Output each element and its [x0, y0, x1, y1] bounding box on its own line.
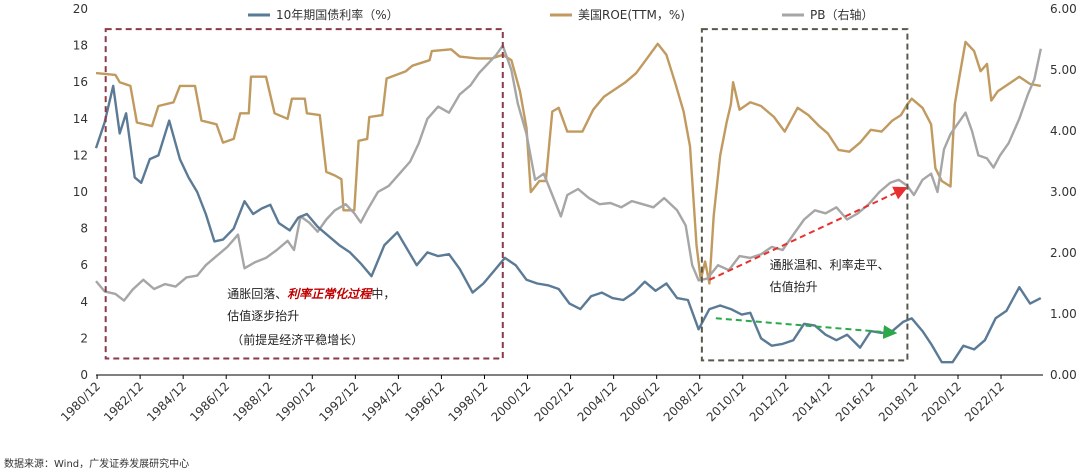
x-tick-label: 2008/12 [661, 379, 706, 424]
y-left-tick-label: 18 [73, 39, 88, 53]
x-tick-label: 1992/12 [316, 379, 361, 424]
y-right-tick-label: 1.00 [1050, 307, 1077, 321]
x-tick-label: 2016/12 [833, 379, 878, 424]
legend-label-0: 10年期国债利率（%） [276, 7, 399, 22]
annotation-2-line-1: 通胀温和、利率走平、 [770, 257, 890, 272]
x-tick-label: 1988/12 [230, 379, 275, 424]
annotation-1-line-1: 通胀回落、利率正常化过程中， [227, 286, 395, 301]
x-tick-label: 1984/12 [144, 379, 189, 424]
y-right-tick-label: 0.00 [1050, 368, 1077, 382]
y-left-tick-label: 8 [80, 222, 88, 236]
annotation-1-part-c: 中， [371, 286, 395, 301]
x-tick-label: 1996/12 [402, 379, 447, 424]
x-tick-label: 1986/12 [187, 379, 232, 424]
annotation-1-emphasis: 利率正常化过程 [287, 287, 373, 301]
legend-label-1: 美国ROE(TTM，%) [578, 8, 685, 22]
x-tick-label: 1998/12 [445, 379, 490, 424]
highlight-box-1 [104, 28, 504, 360]
x-tick-label: 2018/12 [876, 379, 921, 424]
x-tick-label: 2006/12 [618, 379, 663, 424]
annotations: 通胀回落、利率正常化过程中， 估值逐步抬升 （前提是经济平稳增长） 通胀温和、利率走平… [104, 28, 909, 362]
y-right-tick-label: 5.00 [1050, 63, 1077, 77]
y-left-tick-label: 14 [73, 112, 88, 126]
y-left-tick-label: 0 [80, 368, 88, 382]
legend: 10年期国债利率（%） 美国ROE(TTM，%) PB（右轴） [248, 7, 873, 22]
y-left-tick-label: 10 [73, 185, 88, 199]
y-left-tick-label: 4 [80, 295, 88, 309]
red-trend-arrow [708, 186, 908, 281]
y-right-tick-label: 4.00 [1050, 124, 1077, 138]
x-tick-label: 2022/12 [962, 379, 1007, 424]
x-tick-label: 2012/12 [747, 379, 792, 424]
x-tick-label: 1982/12 [101, 379, 146, 424]
x-ticks: 1980/121982/121984/121986/121988/121990/… [58, 375, 1007, 424]
source-text: 数据来源：Wind，广发证券发展研究中心 [4, 457, 189, 470]
annotation-1-part-a: 通胀回落、 [227, 287, 287, 301]
x-tick-label: 2002/12 [532, 379, 577, 424]
annotation-2-line-2: 估值抬升 [770, 279, 818, 294]
y-right-tick-label: 6.00 [1050, 2, 1077, 16]
y-right-tick-label: 3.00 [1050, 185, 1077, 199]
y-right-ticks: 0.00 1.00 2.00 3.00 4.00 5.00 6.00 [1050, 2, 1077, 382]
x-tick-label: 2010/12 [704, 379, 749, 424]
y-left-tick-label: 6 [80, 258, 88, 272]
y-left-tick-label: 16 [73, 75, 88, 89]
x-tick-label: 1980/12 [58, 379, 103, 424]
x-tick-label: 2014/12 [790, 379, 835, 424]
x-tick-label: 1990/12 [273, 379, 318, 424]
x-tick-label: 2000/12 [488, 379, 533, 424]
y-right-tick-label: 2.00 [1050, 246, 1077, 260]
x-tick-label: 2020/12 [919, 379, 964, 424]
y-left-tick-label: 2 [80, 331, 88, 345]
y-left-tick-label: 20 [73, 2, 88, 16]
series-line-2 [95, 44, 1042, 302]
annotation-1-line-3: （前提是经济平稳增长） [231, 332, 363, 347]
y-left-ticks: 0 2 4 6 8 10 12 14 16 18 20 [73, 2, 88, 382]
legend-label-2: PB（右轴） [810, 7, 873, 22]
annotation-1-line-2: 估值逐步抬升 [227, 308, 299, 323]
series-line-1 [95, 40, 1042, 285]
green-trend-arrow [715, 317, 898, 339]
y-left-tick-label: 12 [73, 148, 88, 162]
x-tick-label: 1994/12 [359, 379, 404, 424]
x-tick-label: 2004/12 [575, 379, 620, 424]
